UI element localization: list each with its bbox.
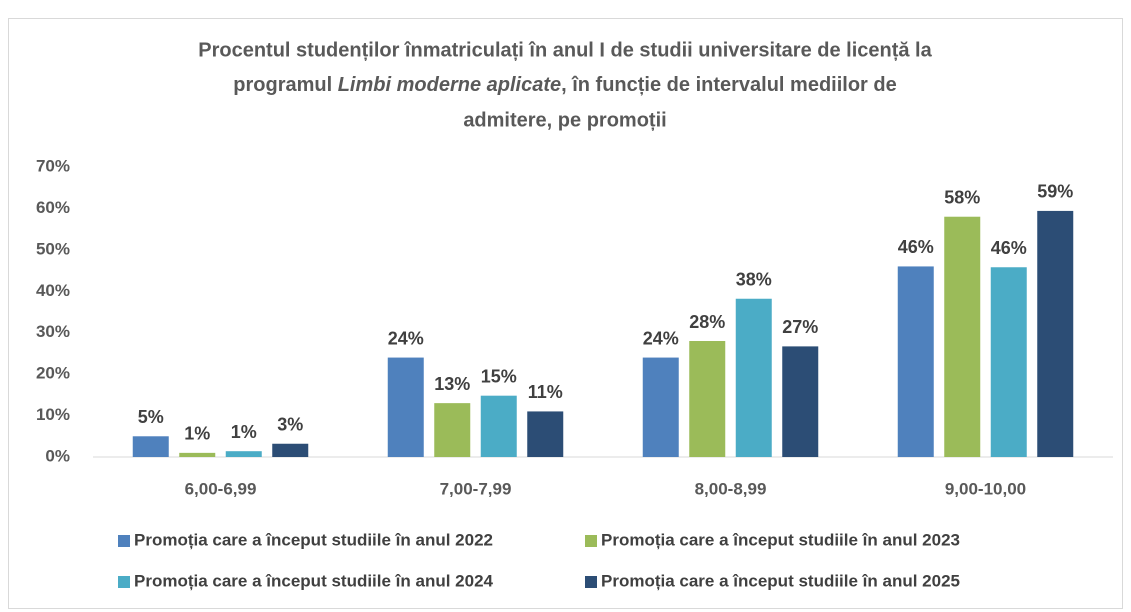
bar xyxy=(527,411,564,457)
x-tick-label: 9,00-10,00 xyxy=(945,479,1026,498)
value-label: 58% xyxy=(944,187,980,207)
y-tick-label: 50% xyxy=(36,239,70,258)
value-label: 27% xyxy=(782,317,818,337)
bar xyxy=(480,395,517,457)
bar xyxy=(897,266,934,457)
bar xyxy=(387,357,424,457)
value-label: 3% xyxy=(277,414,303,434)
value-label: 59% xyxy=(1037,182,1073,202)
legend-label: Promoția care a început studiile în anul… xyxy=(601,530,960,549)
y-tick-label: 10% xyxy=(36,405,70,424)
y-tick-label: 30% xyxy=(36,322,70,341)
legend-swatch xyxy=(118,535,130,547)
y-tick-label: 20% xyxy=(36,364,70,383)
bar xyxy=(689,341,726,457)
bar xyxy=(782,346,819,457)
value-label: 24% xyxy=(388,328,424,348)
value-label: 24% xyxy=(643,328,679,348)
value-label: 1% xyxy=(184,424,210,444)
value-label: 46% xyxy=(991,238,1027,258)
value-label: 13% xyxy=(434,374,470,394)
legend-swatch xyxy=(585,576,597,588)
chart-border xyxy=(8,18,1123,609)
value-label: 15% xyxy=(481,366,517,386)
y-tick-label: 60% xyxy=(36,198,70,217)
value-label: 1% xyxy=(231,422,257,442)
chart-title: programul xyxy=(233,74,337,96)
x-tick-label: 7,00-7,99 xyxy=(440,479,512,498)
y-tick-label: 0% xyxy=(45,446,70,465)
bar xyxy=(272,443,309,457)
chart-title: Limbi moderne aplicate xyxy=(338,74,561,96)
legend-label: Promoția care a început studiile în anul… xyxy=(134,530,493,549)
value-label: 5% xyxy=(138,407,164,427)
value-label: 46% xyxy=(898,237,934,257)
bar xyxy=(735,298,772,457)
chart-title: admitere, pe promoții xyxy=(463,109,666,131)
bar xyxy=(1037,210,1074,457)
bar xyxy=(132,436,169,457)
legend-swatch xyxy=(118,576,130,588)
value-label: 38% xyxy=(736,269,772,289)
bar xyxy=(179,452,216,457)
x-tick-label: 8,00-8,99 xyxy=(695,479,767,498)
chart-title: programul Limbi moderne aplicate, în fun… xyxy=(233,74,896,96)
bar xyxy=(642,357,679,457)
y-tick-label: 70% xyxy=(36,156,70,175)
bar xyxy=(944,216,981,457)
value-label: 28% xyxy=(689,312,725,332)
value-label: 11% xyxy=(528,382,563,402)
x-tick-label: 6,00-6,99 xyxy=(185,479,257,498)
legend-swatch xyxy=(585,535,597,547)
bar xyxy=(990,267,1027,457)
bar xyxy=(434,403,471,457)
chart-title: , în funcție de intervalul mediilor de xyxy=(561,74,897,96)
legend-label: Promoția care a început studiile în anul… xyxy=(134,571,494,590)
bar xyxy=(225,451,262,457)
legend-label: Promoția care a început studiile în anul… xyxy=(601,571,960,590)
y-tick-label: 40% xyxy=(36,281,70,300)
chart-title: Procentul studenților înmatriculați în a… xyxy=(198,39,932,61)
